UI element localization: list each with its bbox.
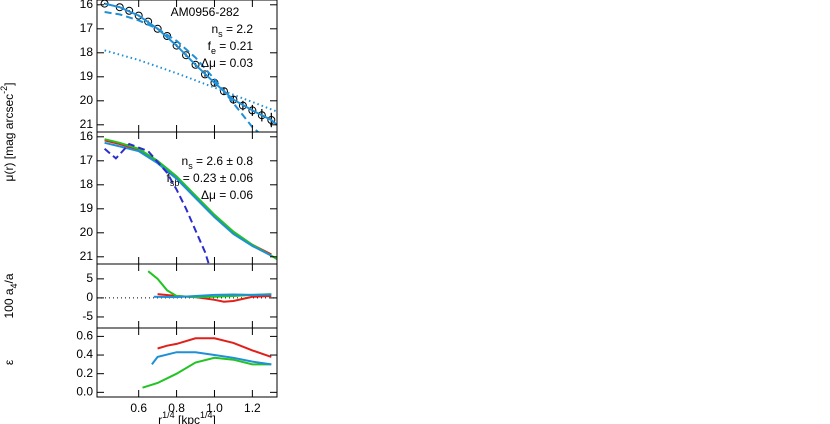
y-tick-label: 5 — [86, 271, 93, 285]
y-axis-label: 100 a4/a — [2, 273, 19, 318]
annotation-part: s — [218, 29, 223, 39]
x-tick-label: 0.6 — [130, 401, 147, 415]
y-tick-label: 0.0 — [76, 385, 93, 399]
x-tick-label: 0.8 — [168, 401, 185, 415]
annotation: Δμ = 0.06 — [201, 188, 253, 202]
x-axis-label: r1/4 [kpc1/4] — [158, 410, 216, 424]
annotation: ns = 2.2 — [211, 22, 253, 39]
x-axis-label-part: ] — [213, 413, 216, 424]
y-tick-label: 0 — [86, 290, 93, 304]
data-line — [104, 49, 277, 113]
panel-frame — [96, 327, 278, 398]
data-point — [191, 60, 200, 69]
annotation-part: f — [167, 171, 171, 185]
y-tick-label: 18 — [80, 177, 94, 191]
y-tick-label: 0.2 — [76, 366, 93, 380]
y-tick-label: -5 — [82, 309, 93, 323]
data-point — [257, 111, 266, 120]
x-axis-label-part: 1/4 — [200, 410, 213, 420]
annotation: fsb = 0.23 ± 0.06 — [167, 171, 254, 188]
x-axis-label-part: r — [158, 413, 162, 424]
data-point — [201, 70, 209, 79]
annotation-part: sb — [170, 178, 180, 188]
data-point — [153, 24, 162, 33]
data-line — [104, 141, 272, 257]
data-line — [153, 293, 272, 299]
annotation-part: = 2.6 ± 0.8 — [193, 154, 254, 168]
annotation-part: n — [182, 154, 189, 168]
data-point — [182, 51, 191, 60]
data-point — [267, 116, 276, 124]
plot-area — [97, 270, 277, 303]
x-axis-label-part: [kpc — [175, 413, 200, 424]
y-axis-label-part: 100 a — [2, 288, 16, 318]
y-axis-label-part: μ(r) [mag arcsec — [2, 94, 16, 182]
y-tick-label: 20 — [80, 225, 94, 239]
data-point — [219, 87, 228, 96]
annotation-part: n — [211, 22, 218, 36]
x-tick-label: 1.0 — [206, 401, 223, 415]
plot-area — [142, 337, 272, 389]
annotation-part: = 0.21 — [216, 39, 253, 53]
y-axis-label: μ(r) [mag arcsec-2] — [0, 83, 16, 182]
annotation-part: Δμ = 0.03 — [201, 56, 253, 70]
data-line — [142, 356, 272, 389]
annotation: Δμ = 0.03 — [201, 56, 253, 70]
plot-area — [103, 138, 277, 264]
x-tick-label: 1.2 — [244, 401, 261, 415]
annotation-part: = 2.2 — [223, 22, 254, 36]
y-tick-label: 19 — [80, 201, 94, 215]
y-tick-label: 0.4 — [76, 347, 93, 361]
x-axis-label-part: 1/4 — [162, 410, 175, 420]
annotation-part: Δμ = 0.06 — [201, 188, 253, 202]
y-axis-label-part: /a — [2, 273, 16, 283]
y-axis-label-part: ε — [2, 359, 16, 365]
y-tick-label: 17 — [80, 153, 94, 167]
annotation-part: s — [188, 161, 193, 171]
y-tick-label: 17 — [80, 21, 94, 35]
annotation: fe = 0.21 — [208, 39, 254, 56]
y-tick-label: 16 — [80, 129, 94, 143]
y-tick-label: 19 — [80, 69, 94, 83]
plot-area — [100, 0, 277, 132]
annotation-part: e — [211, 46, 216, 56]
data-point — [134, 11, 143, 20]
data-line — [103, 142, 210, 264]
y-tick-label: 20 — [80, 93, 94, 107]
annotation-part: f — [208, 39, 212, 53]
data-line — [104, 2, 277, 126]
annotation-part: = 0.23 ± 0.06 — [179, 171, 253, 185]
panel-title: AM0956-282 — [171, 5, 240, 19]
y-axis-label: ε — [2, 359, 16, 365]
data-point — [248, 106, 257, 115]
data-line — [157, 337, 272, 358]
data-line — [147, 270, 272, 299]
y-tick-label: 21 — [80, 117, 94, 131]
y-axis-label-part: ] — [2, 83, 16, 86]
y-tick-label: 16 — [80, 0, 94, 11]
y-axis-label-part: 4 — [9, 283, 19, 288]
data-point — [238, 101, 247, 110]
annotation: ns = 2.6 ± 0.8 — [182, 154, 254, 171]
y-axis-label-part: -2 — [0, 86, 9, 94]
data-line — [151, 351, 272, 366]
y-tick-label: 21 — [80, 249, 94, 263]
data-line — [104, 11, 259, 132]
y-tick-label: 18 — [80, 45, 94, 59]
y-tick-label: 0.6 — [76, 329, 93, 343]
